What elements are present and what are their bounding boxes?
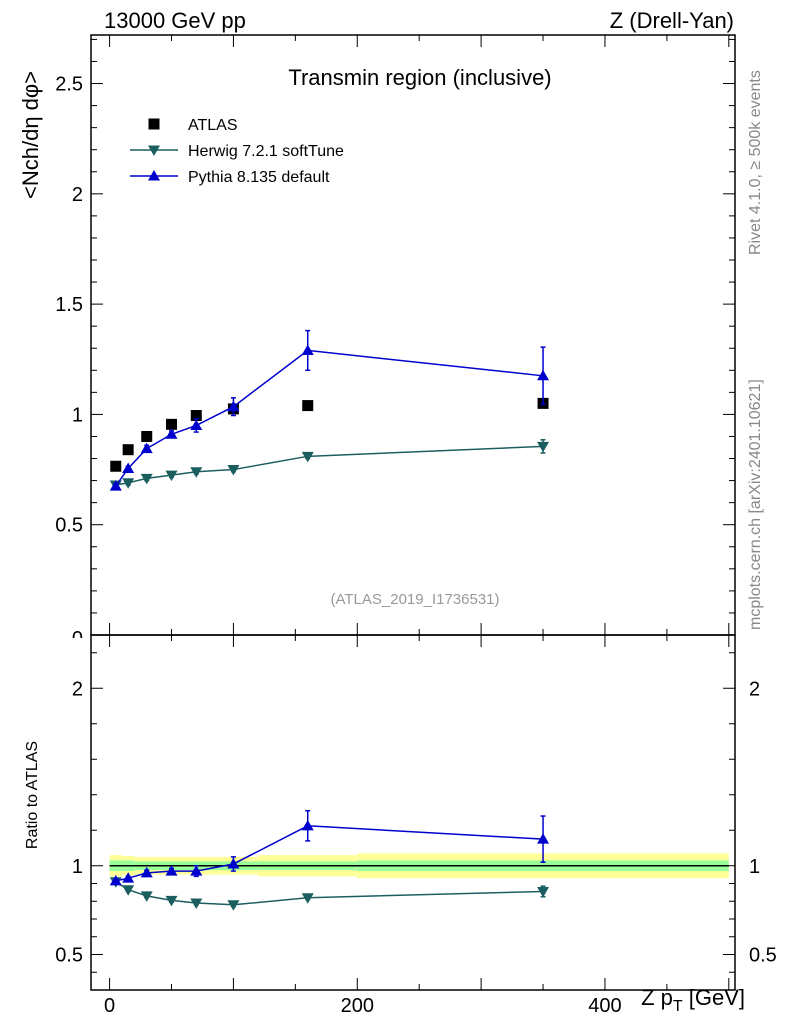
legend-marker: [148, 170, 160, 181]
pythia-point: [537, 369, 550, 381]
ratio-pythia-point: [109, 874, 122, 886]
main-ytick-label: 0.5: [55, 515, 83, 537]
ratio-herwig-line: [115, 881, 544, 906]
main-plot-marks: [109, 329, 550, 491]
main-ytick-label-zero: 0: [72, 628, 83, 650]
ratio-pythia-line: [115, 825, 544, 882]
herwig-point: [122, 478, 135, 489]
herwig-line: [115, 445, 544, 486]
pythia-point: [165, 428, 178, 439]
pythia-point: [140, 442, 153, 454]
pythia-point: [122, 462, 135, 473]
ratio-pythia-point: [537, 833, 550, 844]
atlas-point: [122, 444, 134, 456]
main-ytick-label: 1.5: [55, 294, 83, 316]
ratio-herwig-point: [140, 891, 153, 902]
ratio-herwig-point: [537, 886, 550, 898]
ratio-pythia-point: [165, 865, 178, 876]
pythia-point: [227, 400, 240, 412]
legend-label: Pythia 8.135 default: [188, 169, 330, 186]
rivet-label: Rivet 4.1.0, ≥ 500k events: [747, 70, 764, 255]
atlas-point: [302, 400, 314, 412]
ratio-herwig-point: [301, 893, 314, 904]
pythia-point: [190, 419, 203, 430]
ratio-ytick-label-right: 1: [749, 856, 760, 878]
ratio-ytick-label: 2: [72, 678, 83, 700]
ratio-frame: [90, 634, 736, 991]
xtick-label: 400: [588, 995, 621, 1017]
atlas-point: [141, 430, 153, 442]
ratio-pythia-point: [301, 819, 314, 831]
ratio-ytick-label: 0.5: [55, 945, 83, 967]
ratio-herwig-point: [190, 898, 203, 910]
atlas-point: [166, 418, 177, 430]
x-axis-label-part-1: Z p: [641, 985, 673, 1010]
xtick-label: 0: [104, 995, 115, 1017]
dataset-annotation: (ATLAS_2019_I1736531): [330, 591, 499, 608]
ratio-herwig-point: [227, 900, 240, 911]
header-left: 13000 GeV pp: [104, 8, 246, 33]
mcplots-label: mcplots.cern.ch [arXiv:2401.10621]: [747, 379, 764, 630]
legend: ATLAS Herwig 7.2.1 softTune Pythia 8.135 d…: [130, 117, 344, 186]
ratio-panel: 0.5 0.5 1 1 2 2 0 200 400 Ratio to ATLAS Z pT [G…: [24, 634, 777, 1017]
main-ytick-label: 1: [72, 404, 83, 426]
herwig-point: [165, 470, 178, 482]
pythia-point: [301, 344, 314, 355]
main-ytick-label: 2: [72, 184, 83, 206]
legend-marker: [148, 145, 160, 156]
atlas-point: [110, 460, 122, 472]
header-right: Z (Drell-Yan): [610, 8, 734, 33]
ratio-herwig-point: [165, 895, 178, 907]
ratio-axis-ticks: 0.5 0.5 1 1 2 2 0 200 400: [55, 635, 777, 1017]
x-axis-label: Z pT [GeV]: [641, 985, 745, 1015]
x-axis-label-sub: T: [673, 998, 683, 1015]
ratio-plot-marks: [109, 809, 729, 911]
legend-marker: [148, 118, 160, 130]
herwig-point: [301, 451, 314, 463]
x-axis-label-part-2: [GeV]: [683, 985, 745, 1010]
atlas-point: [190, 410, 202, 422]
main-ylabel: <Nch/dη dφ>: [18, 71, 43, 199]
xtick-label: 200: [341, 995, 374, 1017]
pythia-point: [109, 480, 122, 491]
herwig-point: [190, 467, 203, 478]
pythia-line: [115, 349, 544, 487]
herwig-point: [140, 473, 153, 485]
legend-label: ATLAS: [188, 117, 238, 134]
herwig-point: [537, 441, 550, 453]
ratio-ylabel: Ratio to ATLAS: [24, 741, 41, 849]
ratio-ytick-label: 1: [72, 856, 83, 878]
legend-label: Herwig 7.2.1 softTune: [188, 143, 344, 160]
ratio-ytick-label-right: 2: [749, 678, 760, 700]
ratio-ytick-label-right: 0.5: [749, 945, 777, 967]
ratio-pythia-point: [140, 866, 153, 878]
ratio-pythia-point: [190, 865, 203, 876]
main-axis-ticks: 0.5 1 1.5 2 2.5 0: [55, 35, 735, 650]
main-title: Transmin region (inclusive): [288, 65, 551, 90]
ratio-pythia-point: [122, 872, 135, 883]
ratio-pythia-point: [227, 857, 240, 869]
ratio-herwig-point: [122, 885, 135, 896]
main-ytick-label: 2.5: [55, 74, 83, 96]
herwig-point: [227, 465, 240, 476]
main-panel: 0.5 1 1.5 2 2.5 0 Transmin region (inclusive)…: [18, 34, 736, 650]
